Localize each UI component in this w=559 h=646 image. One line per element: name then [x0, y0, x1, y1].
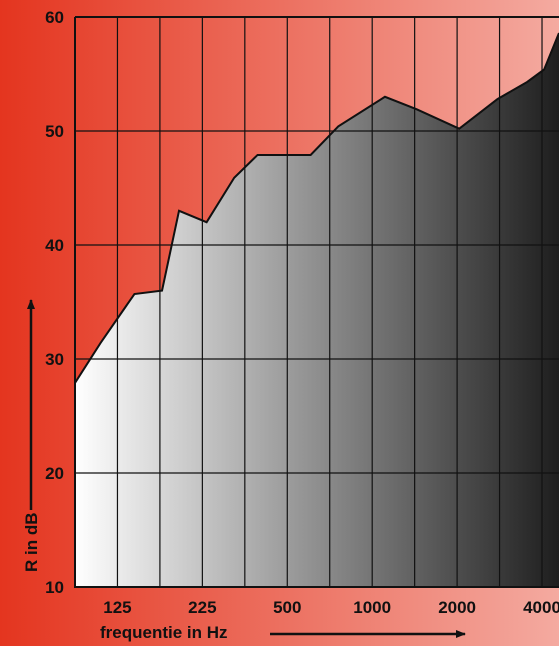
curve-area	[75, 32, 559, 587]
x-tick-label-2000: 2000	[438, 598, 476, 617]
y-tick-labels: 10 20 30 40 50 60	[45, 8, 64, 597]
line-layer	[74, 32, 559, 384]
x-tick-label-4000: 4000	[523, 598, 559, 617]
x-tick-labels: 125 225 500 1000 2000 4000	[103, 598, 559, 617]
y-tick-label-60: 60	[45, 8, 64, 27]
curve-line	[74, 32, 559, 384]
x-tick-label-225: 225	[188, 598, 216, 617]
x-tick-label-1000: 1000	[353, 598, 391, 617]
x-axis-title: frequentie in Hz	[100, 623, 228, 642]
x-tick-label-500: 500	[273, 598, 301, 617]
y-tick-label-50: 50	[45, 122, 64, 141]
y-axis-title: R in dB	[22, 513, 41, 573]
y-tick-label-40: 40	[45, 236, 64, 255]
y-tick-label-30: 30	[45, 350, 64, 369]
area-layer	[75, 32, 559, 587]
x-tick-label-125: 125	[103, 598, 131, 617]
y-tick-label-10: 10	[45, 578, 64, 597]
y-tick-label-20: 20	[45, 464, 64, 483]
